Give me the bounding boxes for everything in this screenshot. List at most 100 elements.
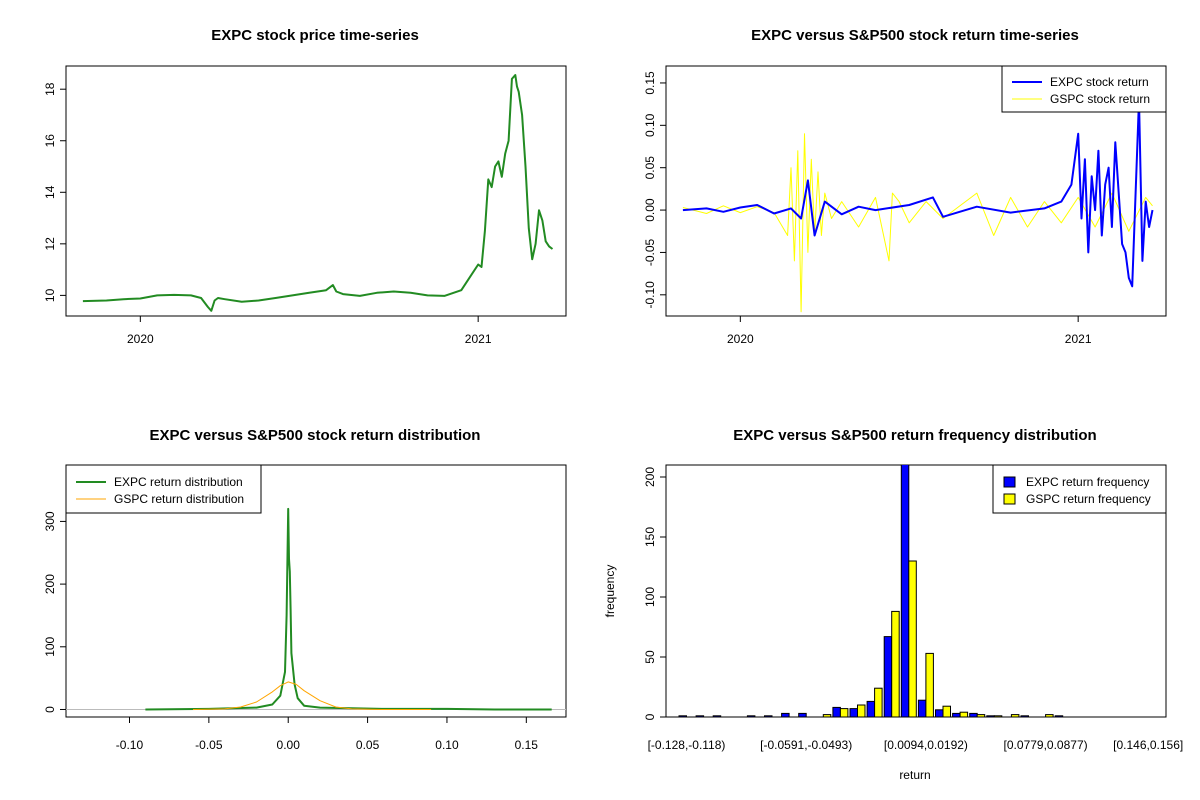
plot-frame	[665, 65, 1167, 317]
return-density-chart: EXPC versus S&P500 stock return distribu…	[43, 427, 567, 752]
y-tick-label: 0.05	[643, 156, 657, 180]
legend-label: EXPC stock return	[1050, 75, 1149, 89]
plot-frame	[65, 464, 567, 718]
return-frequency-chart: EXPC versus S&P500 return frequency dist…	[603, 427, 1183, 782]
expc-bar	[678, 715, 687, 717]
gspc-density-line	[192, 681, 432, 710]
legend: EXPC stock return GSPC stock return	[1001, 65, 1167, 113]
x-tick-label: 0.05	[356, 738, 380, 752]
gspc-bar	[925, 652, 934, 717]
expc-bar	[781, 712, 790, 717]
x-tick-label: 2021	[1065, 332, 1092, 346]
x-tick-label: 2021	[465, 332, 492, 346]
legend-label: EXPC return distribution	[114, 475, 243, 489]
expc-bar	[1020, 715, 1029, 717]
y-tick-label: 12	[43, 237, 57, 251]
y-axis-label: frequency	[603, 565, 617, 618]
y-tick-label: 0	[643, 713, 657, 720]
expc-bar	[1054, 715, 1064, 717]
legend-label: GSPC return distribution	[114, 492, 244, 506]
y-tick-label: -0.10	[643, 281, 657, 309]
x-tick-label: [0.0779,0.0877)	[1004, 738, 1088, 752]
expc-bar	[712, 715, 722, 717]
y-tick-label: 0	[43, 706, 57, 713]
expc-return-line	[682, 98, 1154, 288]
legend-box	[1001, 65, 1167, 113]
legend-label: EXPC return frequency	[1026, 475, 1149, 489]
x-tick-label: 2020	[727, 332, 754, 346]
x-tick-label: 0.15	[515, 738, 539, 752]
expc-bar	[764, 715, 773, 717]
gspc-bar	[1010, 714, 1020, 717]
x-tick-label: 0.10	[435, 738, 459, 752]
y-tick-label: 0.00	[643, 198, 657, 222]
legend-label: GSPC stock return	[1050, 92, 1150, 106]
y-tick-label: 100	[643, 587, 657, 607]
expc-bar	[969, 712, 978, 717]
expc-bar	[866, 700, 876, 717]
legend-box	[992, 464, 1167, 514]
chart-title: EXPC versus S&P500 stock return distribu…	[150, 427, 481, 444]
legend-label: GSPC return frequency	[1026, 492, 1151, 506]
y-tick-label: 300	[43, 511, 57, 531]
return-timeseries-chart: EXPC versus S&P500 stock return time-ser…	[643, 27, 1167, 346]
legend-swatch	[1003, 476, 1016, 488]
gspc-bar	[857, 704, 866, 717]
gspc-bar	[891, 610, 900, 717]
expc-bar	[935, 709, 944, 717]
chart-title: EXPC versus S&P500 stock return time-ser…	[751, 27, 1079, 44]
y-tick-label: 18	[43, 82, 57, 96]
y-tick-label: -0.05	[643, 238, 657, 266]
x-tick-label: [0.146,0.156]	[1113, 738, 1183, 752]
gspc-return-line	[682, 133, 1153, 313]
gspc-bar	[959, 711, 969, 717]
expc-bar	[746, 715, 756, 717]
y-tick-label: 200	[643, 467, 657, 487]
x-tick-label: -0.10	[116, 738, 144, 752]
expc-bar	[832, 706, 841, 717]
gspc-bar	[942, 705, 951, 717]
gspc-bar	[993, 715, 1003, 717]
y-tick-label: 150	[643, 527, 657, 547]
gspc-bar	[839, 708, 849, 717]
bars-group	[678, 465, 1064, 717]
chart-title: EXPC stock price time-series	[211, 27, 419, 44]
gspc-bar	[822, 714, 832, 717]
gspc-bar	[976, 714, 986, 717]
expc-bar	[883, 636, 893, 717]
x-tick-label: [-0.128,-0.118)	[648, 738, 726, 752]
x-tick-label: [0.0094,0.0192)	[884, 738, 968, 752]
y-tick-label: 16	[43, 134, 57, 148]
legend: EXPC return distribution GSPC return dist…	[65, 464, 262, 514]
y-tick-label: 0.15	[643, 71, 657, 95]
gspc-bar	[874, 687, 883, 717]
expc-bar	[952, 712, 961, 717]
expc-bar	[695, 715, 705, 717]
expc-bar	[986, 715, 995, 717]
expc-density-line	[145, 507, 552, 711]
price-series-line	[82, 74, 554, 312]
expc-bar	[917, 699, 927, 717]
y-tick-label: 14	[43, 185, 57, 199]
plot-frame	[65, 65, 567, 317]
x-tick-label: -0.05	[195, 738, 223, 752]
y-tick-label: 10	[43, 288, 57, 302]
legend: EXPC return frequency GSPC return frequen…	[992, 464, 1167, 514]
x-tick-label: [-0.0591,-0.0493)	[760, 738, 852, 752]
x-tick-label: 0.00	[277, 738, 301, 752]
x-axis-label: return	[899, 768, 930, 782]
expc-bar	[798, 712, 807, 717]
legend-swatch	[1003, 493, 1016, 505]
y-tick-label: 200	[43, 574, 57, 594]
expc-bar	[849, 708, 858, 717]
price-chart: EXPC stock price time-series 10 12 14 16 18 20…	[43, 27, 567, 346]
x-tick-label: 2020	[127, 332, 154, 346]
expc-bar	[900, 465, 910, 717]
legend-box	[65, 464, 262, 514]
y-tick-label: 100	[43, 636, 57, 656]
y-tick-label: 50	[643, 650, 657, 664]
chart-title: EXPC versus S&P500 return frequency dist…	[733, 427, 1096, 444]
gspc-bar	[1045, 714, 1054, 717]
series-group	[682, 98, 1154, 313]
